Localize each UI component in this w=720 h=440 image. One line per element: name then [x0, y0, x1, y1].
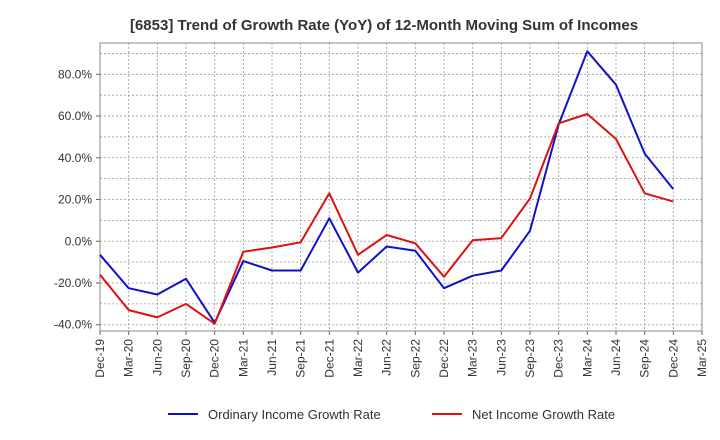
x-tick-label: Sep-20	[179, 339, 193, 378]
x-tick-label: Mar-20	[122, 339, 136, 377]
y-tick-label: 80.0%	[58, 67, 92, 81]
y-tick-label: 60.0%	[58, 109, 92, 123]
x-tick-label: Dec-21	[322, 339, 336, 378]
series-line-1	[99, 50, 675, 324]
x-tick-label: Jun-24	[609, 339, 623, 376]
y-tick-label: 20.0%	[58, 193, 92, 207]
plot-frame	[99, 42, 703, 332]
y-tick-label: 40.0%	[58, 151, 92, 165]
legend: Ordinary Income Growth Rate Net Income Gr…	[168, 407, 615, 422]
y-axis: -40.0% -20.0% 0.0% 20.0% 40.0% 60.0% 80.0%	[54, 67, 100, 332]
legend-label: Ordinary Income Growth Rate	[208, 407, 381, 422]
x-tick-label: Dec-23	[552, 339, 566, 378]
x-tick-label: Sep-22	[408, 339, 422, 378]
x-tick-label: Sep-23	[523, 339, 537, 378]
x-tick-label: Mar-22	[351, 339, 365, 377]
chart-title: [6853] Trend of Growth Rate (YoY) of 12-…	[130, 17, 638, 34]
y-tick-label: 0.0%	[65, 234, 93, 248]
x-axis: Dec-19 Mar-20 Jun-20 Sep-20 Dec-20 Mar-21 Jun-…	[93, 331, 709, 378]
x-tick-label: Sep-24	[638, 339, 652, 378]
grid	[99, 43, 703, 331]
series-line-2	[99, 113, 674, 325]
x-tick-label: Jun-20	[150, 339, 164, 376]
series-layer	[99, 50, 675, 325]
x-tick-label: Mar-23	[466, 339, 480, 377]
x-tick-label: Jun-22	[380, 339, 394, 376]
y-tick-label: -20.0%	[54, 276, 92, 290]
x-tick-label: Mar-21	[236, 339, 250, 377]
x-tick-label: Mar-25	[695, 339, 709, 377]
x-tick-label: Jun-23	[494, 339, 508, 376]
legend-label: Net Income Growth Rate	[472, 407, 615, 422]
x-tick-label: Sep-21	[294, 339, 308, 378]
x-tick-label: Dec-20	[208, 339, 222, 378]
x-tick-label: Jun-21	[265, 339, 279, 376]
x-tick-label: Dec-24	[666, 339, 680, 378]
x-tick-label: Dec-22	[437, 339, 451, 378]
x-tick-label: Mar-24	[580, 339, 594, 377]
x-tick-label: Dec-19	[93, 339, 107, 378]
y-tick-label: -40.0%	[54, 318, 92, 332]
